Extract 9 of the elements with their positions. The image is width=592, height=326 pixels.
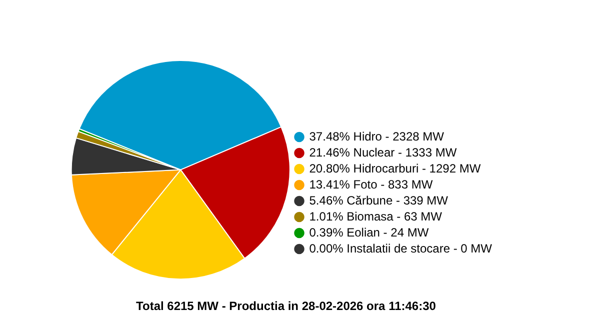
legend-label: 1.01% Biomasa - 63 MW bbox=[309, 209, 443, 224]
legend-label: 0.39% Eolian - 24 MW bbox=[309, 225, 430, 240]
legend-label: 37.48% Hidro - 2328 MW bbox=[309, 129, 445, 144]
text: Total 6215 MW - Productia in 28-02-2026 ora 11:46:30 bbox=[136, 299, 436, 314]
legend-label: 21.46% Nuclear - 1333 MW bbox=[309, 145, 458, 160]
legend-label: 20.80% Hidrocarburi - 1292 MW bbox=[309, 161, 482, 176]
legend-label: 13.41% Foto - 833 MW bbox=[309, 177, 434, 192]
legend-label: 5.46% Cărbune - 339 MW bbox=[309, 193, 449, 208]
legend-label: 0.00% Instalatii de stocare - 0 MW bbox=[309, 241, 493, 256]
